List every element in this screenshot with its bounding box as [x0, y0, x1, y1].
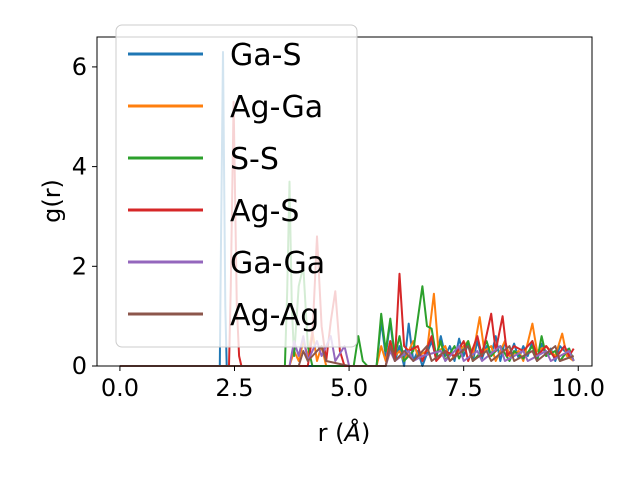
x-tick-label: 7.5: [445, 374, 483, 402]
tick-layer: 0.0 2.5 5.0 7.5 10.0 0 2 4 6: [72, 53, 605, 402]
y-tick-label: 2: [72, 252, 87, 280]
y-tick-label: 6: [72, 53, 87, 81]
legend-label: Ag-Ga: [230, 90, 323, 125]
legend-label: Ga-Ga: [230, 246, 325, 281]
series-line-5: [119, 345, 575, 367]
series-line-4: [119, 335, 575, 367]
legend-label: Ag-Ag: [230, 298, 319, 333]
legend-label: Ga-S: [230, 38, 302, 73]
y-tick-label: 0: [72, 352, 87, 380]
legend: Ga-S Ag-Ga S-S Ag-S Ga-Ga Ag-Ag: [115, 24, 358, 348]
x-tick-label: 2.5: [215, 374, 253, 402]
y-axis-label: g(r): [38, 179, 66, 223]
x-tick-label: 5.0: [330, 374, 368, 402]
x-tick-label: 0.0: [101, 374, 139, 402]
legend-label: S-S: [230, 142, 279, 177]
y-tick-label: 4: [72, 153, 87, 181]
x-tick-label: 10.0: [552, 374, 605, 402]
x-axis-label: r (Å): [318, 418, 371, 447]
legend-label: Ag-S: [230, 194, 299, 229]
